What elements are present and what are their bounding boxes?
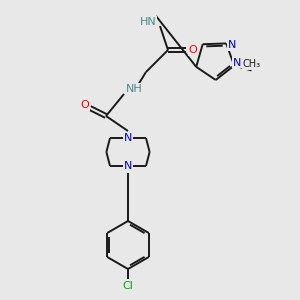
Text: N: N (233, 58, 242, 68)
Text: Cl: Cl (123, 281, 134, 291)
Text: NH: NH (126, 84, 142, 94)
Text: N: N (228, 40, 236, 50)
Text: CH₃: CH₃ (242, 59, 261, 70)
Text: HN: HN (140, 17, 156, 27)
Text: O: O (81, 100, 89, 110)
Text: O: O (189, 45, 197, 55)
Text: N: N (124, 161, 132, 171)
Text: N: N (124, 133, 132, 143)
